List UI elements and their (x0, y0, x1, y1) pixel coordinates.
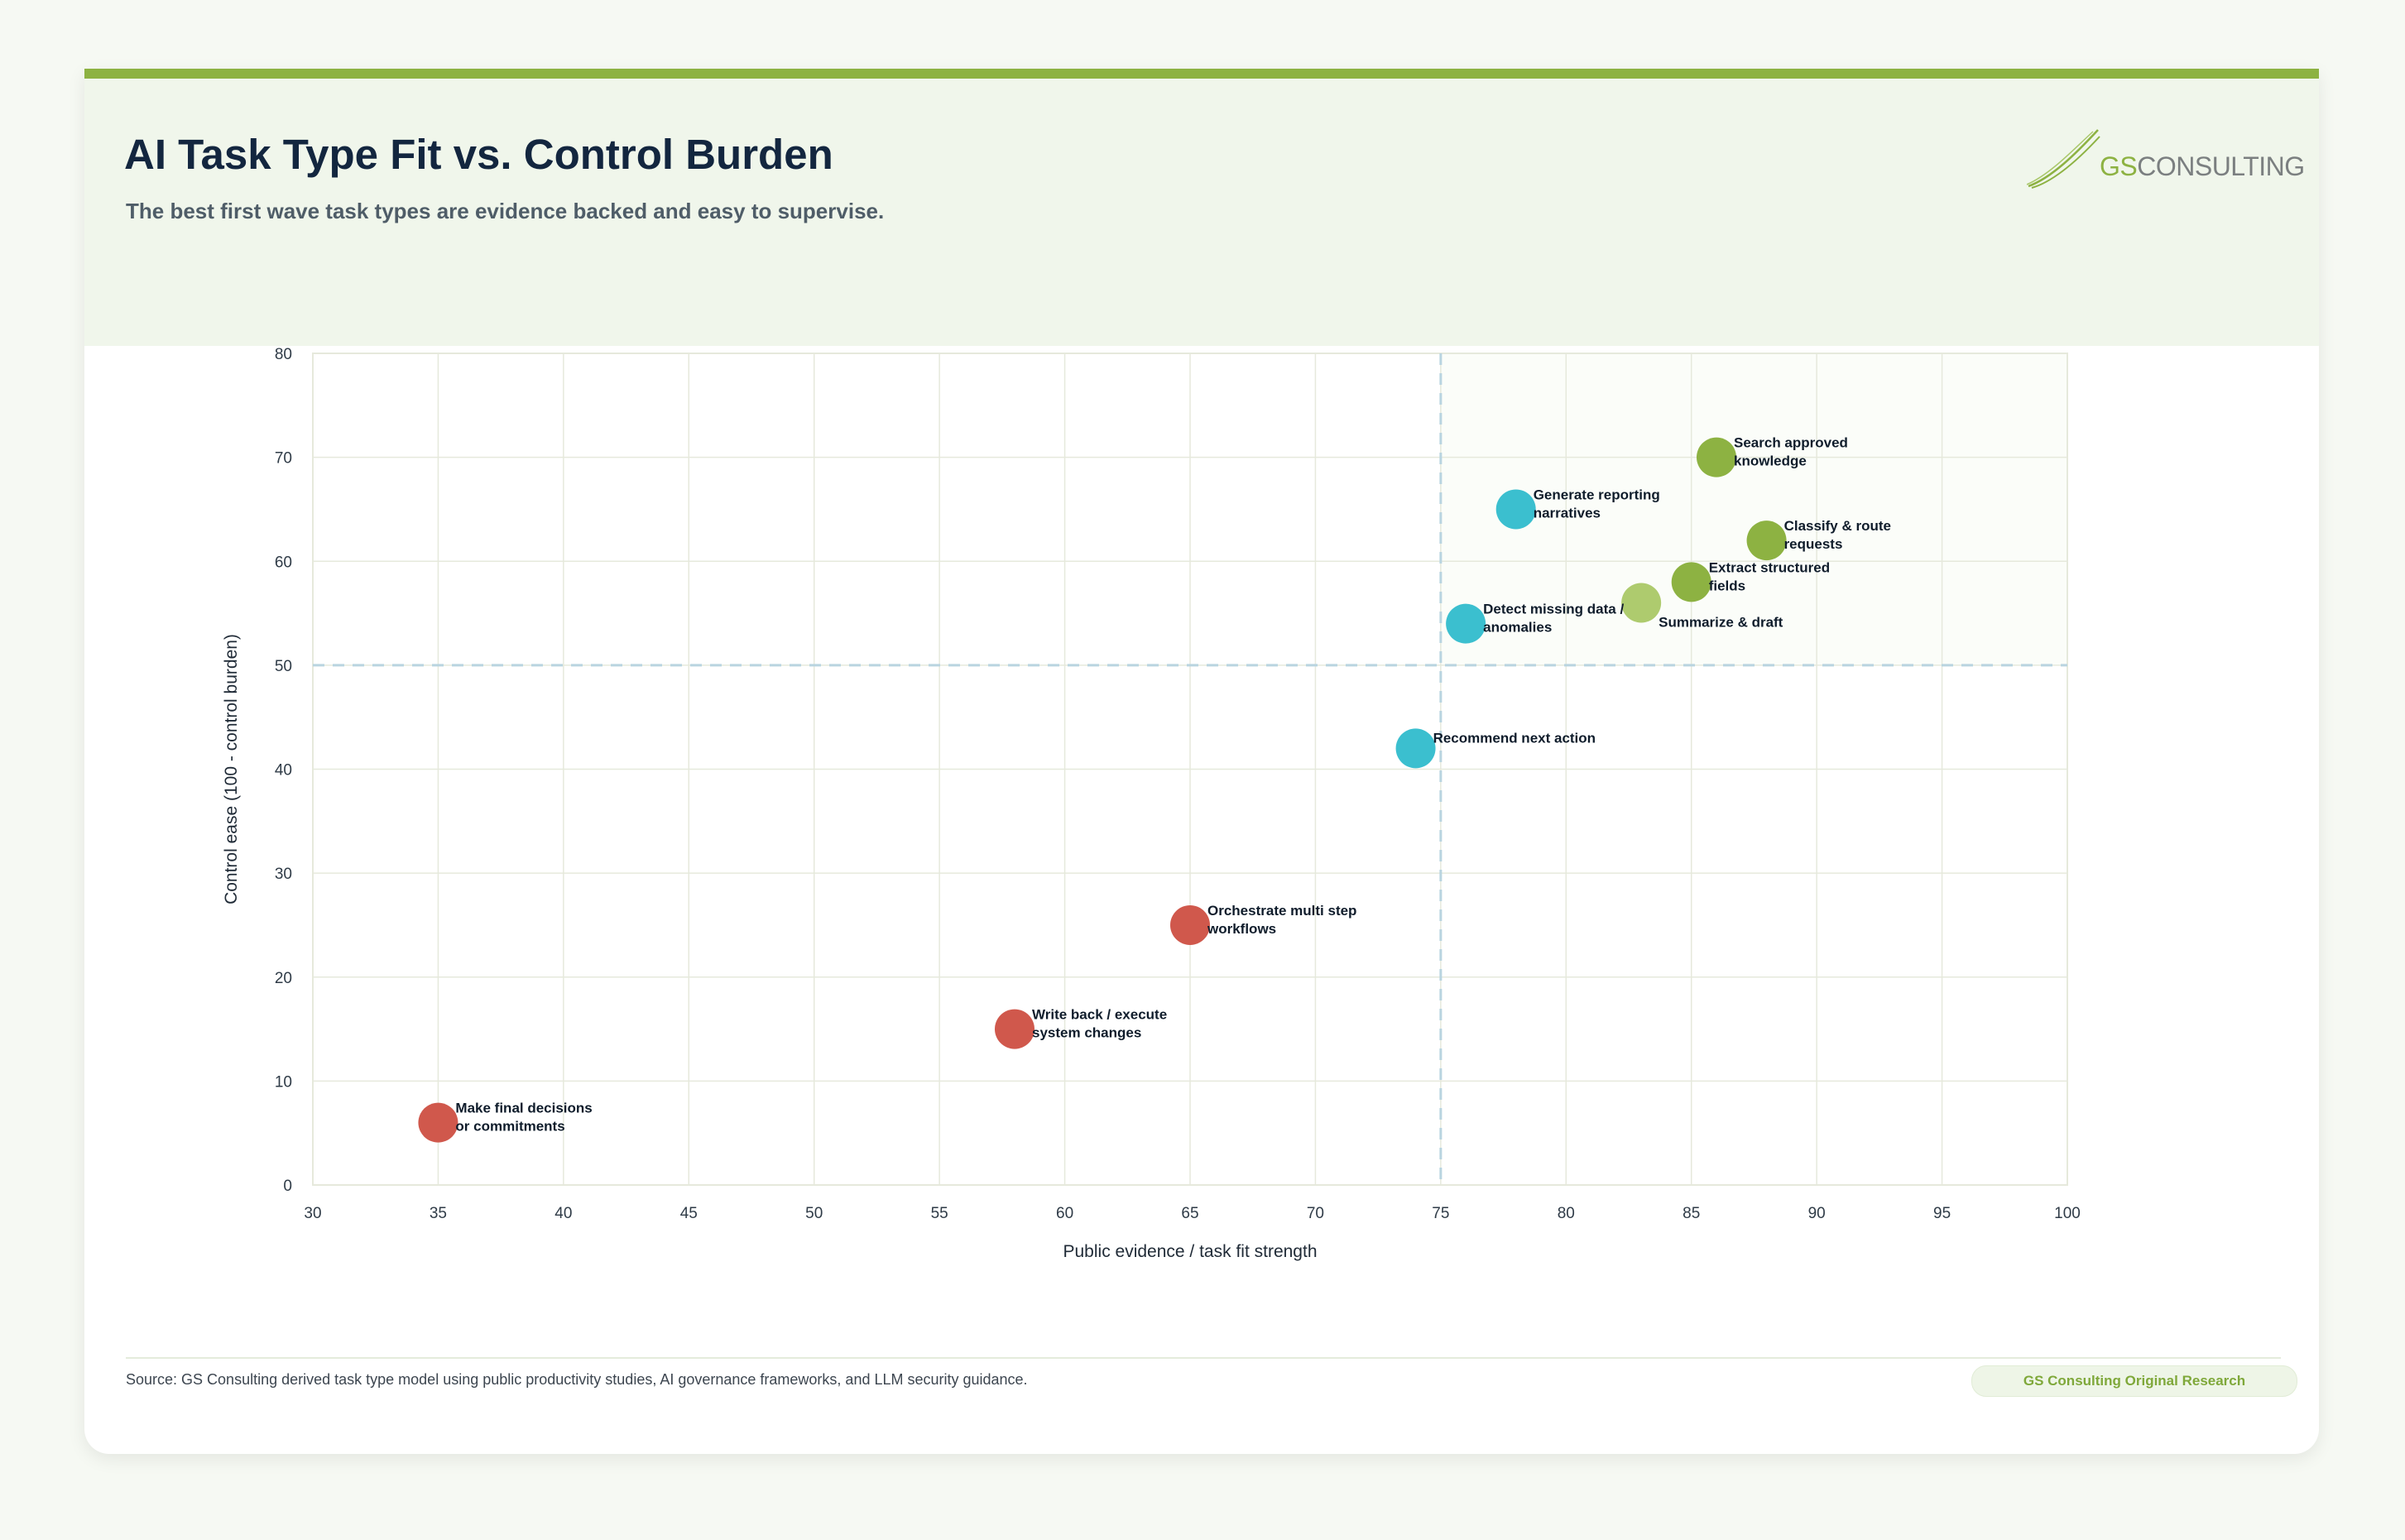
y-tick-label: 60 (275, 554, 292, 571)
source-note: Source: GS Consulting derived task type … (126, 1371, 1028, 1388)
x-tick-label: 80 (1558, 1205, 1575, 1222)
x-tick-label: 75 (1432, 1205, 1449, 1222)
x-tick-label: 95 (1933, 1205, 1951, 1222)
x-tick-label: 35 (430, 1205, 447, 1222)
point-label: Search approved knowledge (1734, 435, 1848, 469)
point-label-line: requests (1784, 536, 1843, 552)
research-badge: GS Consulting Original Research (1971, 1365, 2297, 1397)
data-point: Write back / execute system changes (995, 1007, 1167, 1049)
point-label-line: Make final decisions (455, 1101, 592, 1116)
point-label: Detect missing data / anomalies (1483, 602, 1624, 636)
point-marker (1621, 583, 1662, 623)
y-tick-label: 30 (275, 866, 292, 883)
data-points: Search approved knowledge Classify & route… (418, 435, 1891, 1143)
data-point: Detect missing data / anomalies (1446, 602, 1624, 644)
chart-header: AI Task Type Fit vs. Control Burden The … (84, 79, 2319, 346)
point-label-line: anomalies (1483, 620, 1552, 636)
point-label: Write back / execute system changes (1032, 1007, 1167, 1041)
x-tick-label: 85 (1683, 1205, 1700, 1222)
x-tick-label: 55 (931, 1205, 948, 1222)
point-label-line: workflows (1207, 921, 1276, 937)
x-tick-label: 45 (680, 1205, 698, 1222)
footer-divider (126, 1357, 2281, 1359)
point-label-line: Extract structured (1709, 559, 1830, 575)
chart-title: AI Task Type Fit vs. Control Burden (124, 131, 833, 178)
y-axis-label: Control ease (100 - control burden) (222, 634, 241, 904)
x-axis-label: Public evidence / task fit strength (1063, 1242, 1318, 1261)
point-label: Make final decisions or commitments (455, 1101, 592, 1135)
point-label-line: Orchestrate multi step (1207, 903, 1356, 919)
point-label-line: Write back / execute (1032, 1007, 1167, 1023)
chart-card: AI Task Type Fit vs. Control Burden The … (84, 69, 2319, 1454)
data-point: Search approved knowledge (1697, 435, 1848, 477)
chart-subtitle: The best first wave task types are evide… (126, 199, 885, 223)
point-label-line: system changes (1032, 1025, 1141, 1041)
point-label-line: Search approved (1734, 435, 1848, 451)
point-label-line: Generate reporting (1534, 487, 1660, 502)
point-label-line: Classify & route (1784, 518, 1891, 534)
point-label: Classify & route requests (1784, 518, 1891, 552)
x-tick-label: 50 (805, 1205, 823, 1222)
y-tick-label: 0 (283, 1178, 292, 1195)
y-tick-label: 50 (275, 658, 292, 675)
point-label: Generate reporting narratives (1534, 487, 1660, 521)
point-marker (1746, 521, 1787, 561)
point-marker (995, 1009, 1034, 1049)
data-point: Classify & route requests (1746, 518, 1891, 561)
x-tick-label: 100 (2054, 1205, 2081, 1222)
point-label: Summarize & draft (1659, 615, 1783, 631)
data-point: Recommend next action (1395, 728, 1596, 769)
x-tick-label: 30 (304, 1205, 321, 1222)
y-tick-label: 70 (275, 450, 292, 468)
point-marker (1671, 562, 1711, 602)
x-tick-label: 60 (1056, 1205, 1073, 1222)
x-tick-label: 65 (1181, 1205, 1198, 1222)
data-point: Make final decisions or commitments (418, 1101, 593, 1143)
point-label-line: or commitments (455, 1119, 564, 1135)
accent-bar (84, 69, 2319, 79)
point-marker (418, 1102, 458, 1143)
data-point: Orchestrate multi step workflows (1170, 903, 1356, 945)
point-label: Recommend next action (1433, 730, 1596, 746)
y-tick-label: 10 (275, 1073, 292, 1091)
point-marker (1446, 603, 1486, 644)
data-point: Extract structured fields (1671, 559, 1830, 602)
y-tick-label: 20 (275, 970, 292, 987)
point-label-line: Recommend next action (1433, 730, 1596, 746)
point-label: Orchestrate multi step workflows (1207, 903, 1356, 937)
data-point: Generate reporting narratives (1495, 487, 1660, 530)
priority-quadrant (1440, 353, 2067, 665)
point-label-line: fields (1709, 578, 1745, 593)
point-label-line: knowledge (1734, 453, 1807, 469)
point-label: Extract structured fields (1709, 559, 1830, 593)
point-label-line: narratives (1534, 505, 1601, 521)
data-point: Summarize & draft (1621, 583, 1783, 631)
point-marker (1495, 489, 1536, 530)
y-tick-label: 80 (275, 346, 292, 363)
plot-frame (312, 353, 2068, 1186)
logo-wordmark: GSCONSULTING (2100, 151, 2305, 181)
axis-ticks: 30 35 40 45 50 55 60 65 70 75 80 85 90 95 100 0 10 20 30 40… (275, 346, 2081, 1222)
x-tick-label: 70 (1307, 1205, 1324, 1222)
x-tick-label: 90 (1808, 1205, 1826, 1222)
point-label-line: Summarize & draft (1659, 615, 1783, 631)
company-logo: GSCONSULTING (2026, 128, 2305, 194)
scatter-chart: 30 35 40 45 50 55 60 65 70 75 80 85 90 95 100 0 10 20 30 40… (222, 346, 2081, 1261)
point-marker (1395, 728, 1436, 769)
x-tick-label: 40 (554, 1205, 572, 1222)
y-tick-label: 40 (275, 762, 292, 780)
point-marker (1170, 904, 1210, 945)
swoosh-icon (2026, 129, 2100, 189)
grid (312, 353, 2068, 1186)
point-marker (1697, 437, 1736, 477)
point-label-line: Detect missing data / (1483, 602, 1624, 617)
reference-lines (313, 353, 2067, 1185)
